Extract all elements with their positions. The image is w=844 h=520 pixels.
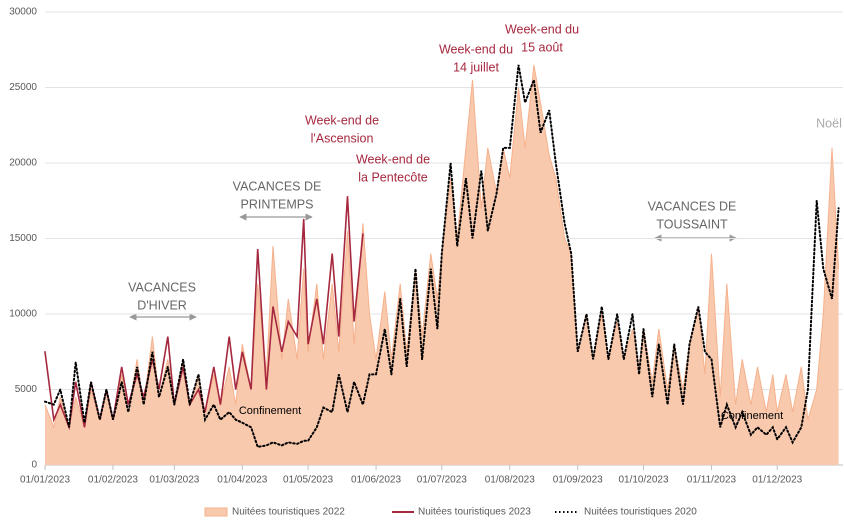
series-line	[44, 64, 840, 449]
x-tick-label: 01/10/2023	[618, 475, 668, 486]
annotation: Week-end de	[356, 152, 430, 166]
y-tick-label: 10000	[9, 309, 37, 320]
annotation: Week-end du	[439, 42, 513, 56]
annotation: PRINTEMPS	[241, 197, 314, 211]
y-tick-label: 30000	[9, 7, 37, 18]
annotation: 15 août	[521, 40, 563, 54]
annotation: D'HIVER	[137, 298, 187, 312]
x-tick-label: 01/08/2023	[485, 475, 535, 486]
annotation: l'Ascension	[311, 131, 374, 145]
annotation: Confinement	[721, 410, 783, 422]
y-tick-label: 25000	[9, 82, 37, 93]
x-tick-label: 01/03/2023	[149, 475, 199, 486]
legend-swatch	[204, 507, 228, 517]
y-tick-label: 15000	[9, 233, 37, 244]
x-tick-label: 01/06/2023	[351, 475, 401, 486]
annotation: TOUSSAINT	[656, 217, 728, 231]
x-tick-label: 01/02/2023	[88, 475, 138, 486]
annotation: Week-end du	[505, 22, 579, 36]
annotation: Week-end de	[305, 113, 379, 127]
y-tick-label: 0	[31, 460, 37, 471]
x-tick-label: 01/05/2023	[283, 475, 333, 486]
x-tick-label: 01/09/2023	[553, 475, 603, 486]
annotation: VACANCES	[128, 280, 196, 294]
legend-label: Nuitées touristiques 2023	[418, 507, 531, 518]
annotation: 14 juillet	[453, 60, 499, 74]
x-tick-label: 01/01/2023	[20, 475, 70, 486]
y-tick-label: 20000	[9, 158, 37, 169]
annotation: Noël	[816, 116, 842, 130]
x-tick-label: 01/11/2023	[687, 475, 737, 486]
x-tick-label: 01/04/2023	[217, 475, 267, 486]
annotation: VACANCES DE	[648, 199, 737, 213]
x-tick-label: 01/12/2023	[752, 475, 802, 486]
y-tick-label: 5000	[15, 384, 38, 395]
legend-label: Nuitées touristiques 2022	[232, 507, 345, 518]
x-tick-label: 01/07/2023	[417, 475, 467, 486]
annotation: VACANCES DE	[233, 179, 322, 193]
annotation: la Pentecôte	[358, 170, 428, 184]
annotation: Confinement	[239, 405, 301, 417]
legend-label: Nuitées touristiques 2020	[584, 507, 697, 518]
